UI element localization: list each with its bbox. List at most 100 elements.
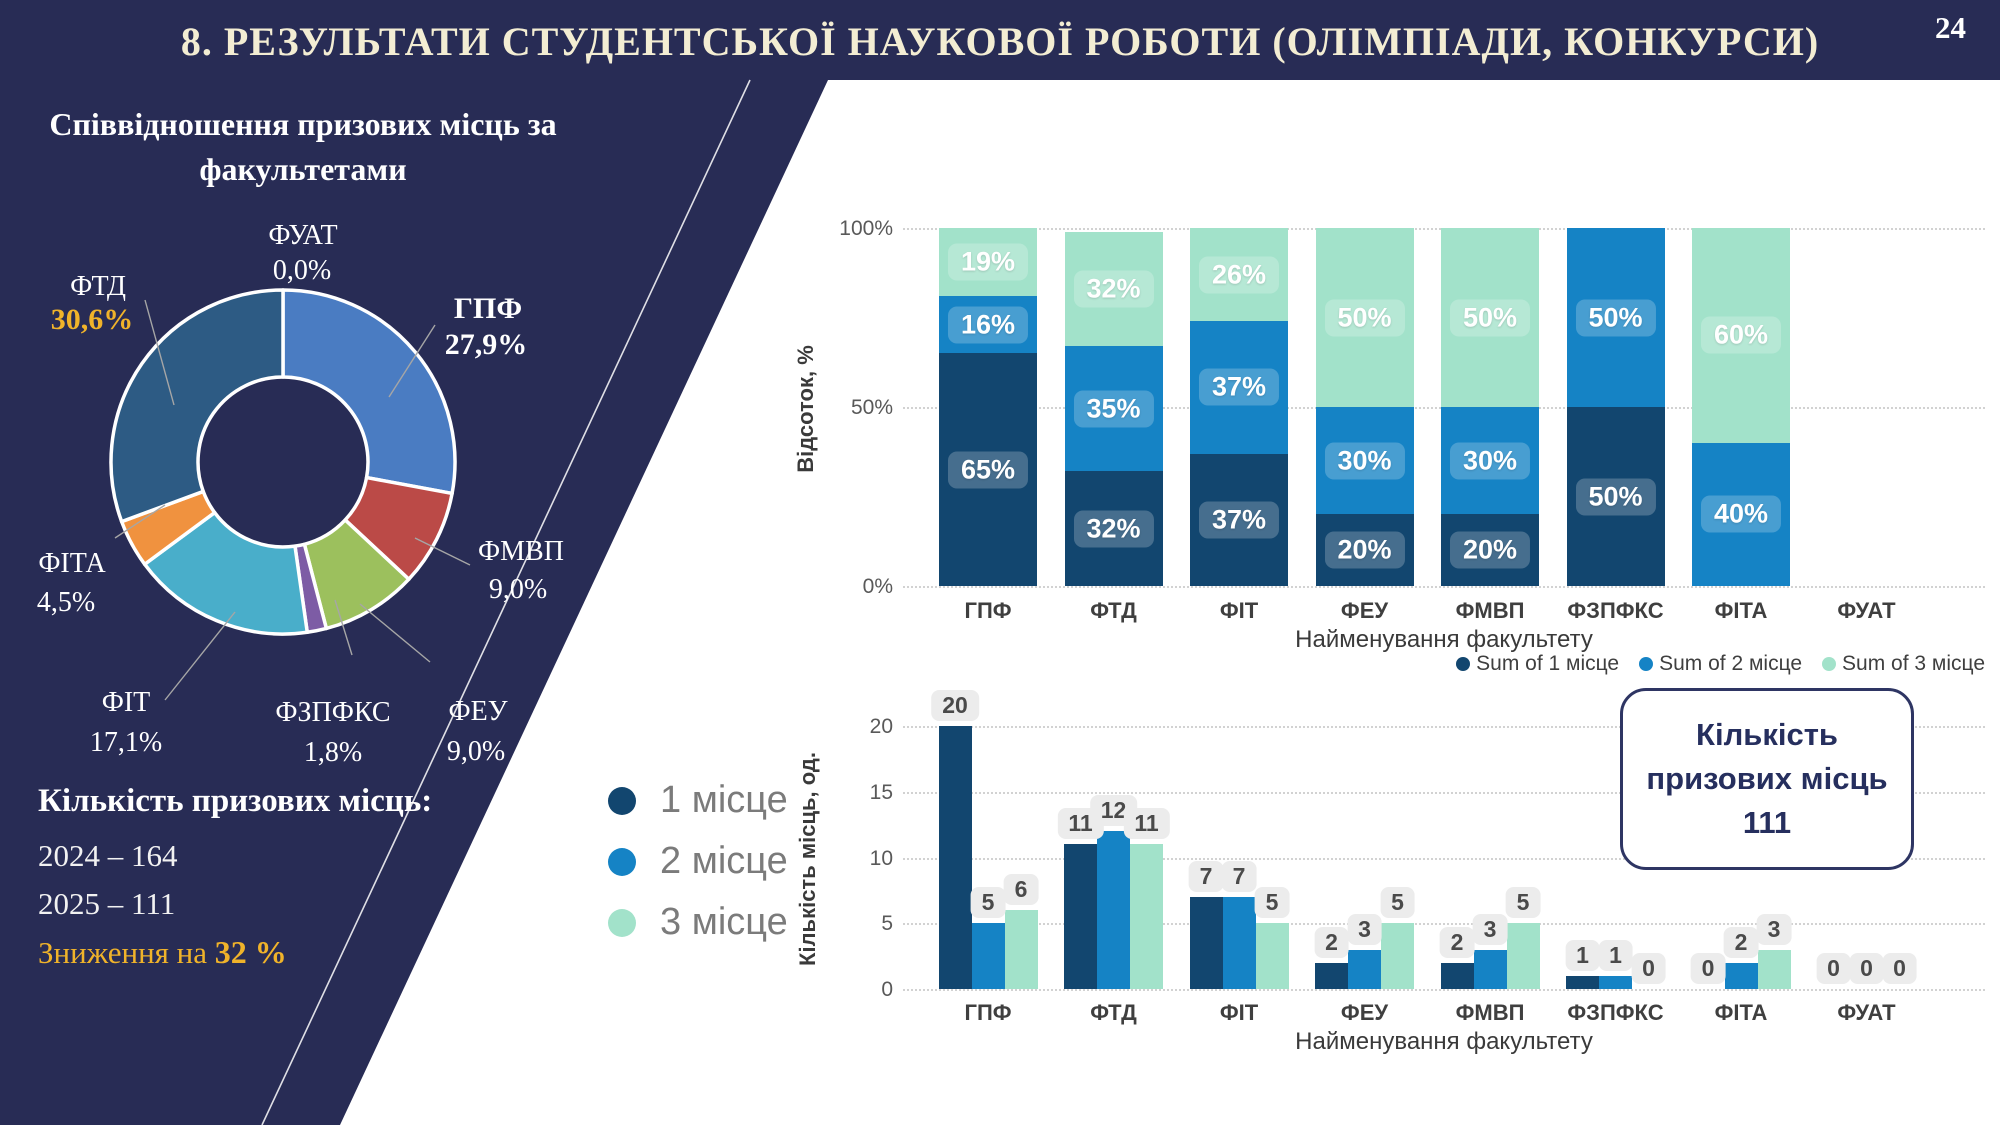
grouped-bar [1599,975,1632,989]
legend-item: 1 місце [608,770,788,831]
pie-value-ФМВП: 9,0% [488,574,548,605]
gridline [903,586,1985,588]
stacked-bar-segment [939,228,1037,297]
bar-value-label: 2 [1314,926,1349,958]
grouped-bar [1440,962,1474,989]
segment-value-label: 19% [947,243,1029,281]
grouped-bar [1222,896,1256,989]
legend-dot-place1 [608,786,636,815]
diagonal-accent-line [261,79,751,1125]
pie-label-ГПФ: ГПФ [453,292,523,325]
segment-value-label: 40% [1700,495,1782,533]
stacked-bar-segment [939,353,1037,586]
bar-value-label: 3 [1756,913,1792,945]
segment-value-label: 60% [1700,316,1782,354]
bar-value-label: 11 [1123,808,1170,840]
pie-leader-line [334,599,353,656]
x-axis-label: ГПФ [964,1000,1012,1025]
segment-value-label: 32% [1073,270,1154,308]
pie-value-ФТД: 30,6% [50,303,134,336]
legend-label: 3 місце [660,901,788,943]
segment-value-label: 65% [947,451,1029,489]
legend-item: Sum of 3 місце [1822,652,1985,676]
pie-label-ФМВП: ФМВП [478,536,564,567]
pie-value-ГПФ: 27,9% [444,328,528,361]
pie-value-ФЗПФКС: 1,8% [303,737,363,768]
stacked-bar-segment [1315,514,1414,586]
decline-text: Зниження на [38,935,215,970]
grouped-bar [1724,962,1758,989]
grouped-bar [1315,962,1348,989]
legend-dot-place2 [608,847,636,876]
legend-item: Sum of 2 місце [1639,652,1802,676]
grouped-bar [938,726,972,989]
legend-label: Sum of 3 місце [1842,652,1985,675]
bar-value-label: 3 [1347,913,1382,945]
legend-item: Sum of 1 місце [1456,652,1619,676]
grouped-bar [971,923,1005,989]
segment-value-label: 50% [1575,478,1656,515]
x-axis-title: Найменування факультету [1295,626,1593,653]
stacked-bar-segment [1566,407,1665,586]
grouped-bar [1348,949,1381,989]
bar-value-label: 1 [1598,939,1633,971]
stacked-bar-segment [1692,442,1790,586]
x-axis-label: ФІТА [1714,598,1768,623]
summary-2025: 2025 – 111 [38,886,176,921]
annotation-line: Кількість [1696,716,1838,752]
gridline [903,857,1985,860]
summary-2024: 2024 – 164 [38,838,178,873]
segment-value-label: 30% [1324,442,1405,480]
legend-item: 3 місце [608,892,788,953]
gridline [903,923,1985,926]
stacked-bar-segment [1566,228,1665,407]
x-axis-label: ФУАТ [1837,1000,1896,1025]
pie-slice-ГПФ [281,288,457,496]
segment-value-label: 50% [1575,299,1656,336]
grouped-bar [1130,844,1163,989]
grouped-bar [1189,896,1223,989]
series-legend: Sum of 1 місце Sum of 2 місце Sum of 3 м… [1456,652,1985,676]
x-axis-label: ГПФ [964,598,1012,623]
x-axis-title: Найменування факультету [1295,1028,1593,1055]
x-axis-label: ФЗПФКС [1567,1000,1664,1025]
annotation-box: Кількість призових місць 111 [1620,688,1914,870]
y-tick-label: 10 [869,846,893,870]
x-axis-label: ФТД [1090,598,1137,623]
bar-value-label: 0 [1849,953,1884,984]
pie-leader-line [414,537,471,566]
stacked-bar-segment [1315,407,1414,515]
bar-value-label: 5 [970,887,1006,919]
donut-chart [109,288,457,636]
segment-value-label: 26% [1198,256,1280,294]
y-tick-label: 50% [850,396,893,419]
grouped-bar [1064,844,1097,989]
pie-slice-ФІТ [142,510,310,636]
pie-chart-title: Співвідношення призових місць за факульт… [49,106,557,188]
legend-dot-place1 [1456,657,1471,671]
slide-title: 8. РЕЗУЛЬТАТИ СТУДЕНТСЬКОЇ НАУКОВОЇ РОБО… [180,19,1820,64]
bar-value-label: 2 [1439,926,1475,958]
page-number: 24 [1935,10,1966,45]
x-axis-label: ФЕУ [1340,1000,1389,1025]
segment-value-label: 35% [1073,390,1154,428]
bar-value-label: 5 [1254,887,1290,919]
stacked-bar-segment [1064,471,1163,586]
y-tick-label: 0% [862,575,893,598]
y-axis-title: Кількість місць, од. [795,752,820,966]
grouped-bar [1255,923,1289,989]
annotation-line: 111 [1742,805,1792,840]
stacked-bar-segment [1441,228,1539,407]
pie-leader-line [144,299,175,406]
x-axis-label: ФЗПФКС [1567,598,1664,623]
bar-value-label: 3 [1472,913,1508,945]
y-tick-label: 20 [869,715,893,738]
grouped-bar [1757,949,1791,989]
grouped-bar [1566,975,1599,989]
decline-value: 32 % [214,934,287,970]
stacked-bar-segment [1064,231,1163,347]
legend-label: 1 місце [660,779,788,821]
pie-value-ФУАТ: 0,0% [272,255,332,286]
pie-leader-line [388,324,436,398]
